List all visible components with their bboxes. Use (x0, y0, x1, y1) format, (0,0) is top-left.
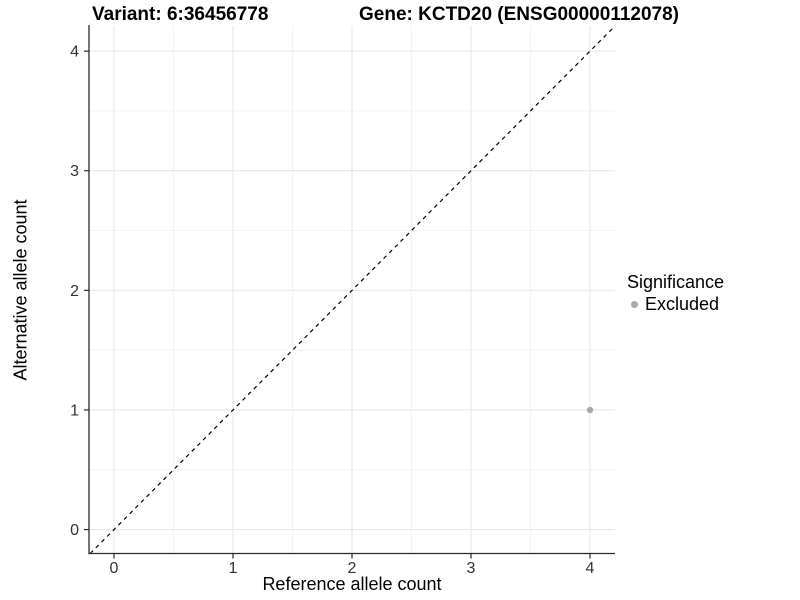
plot-title-gene: Gene: KCTD20 (ENSG00000112078) (359, 4, 679, 25)
x-tick-label: 2 (348, 560, 357, 577)
x-axis-title: Reference allele count (262, 574, 442, 594)
legend-item-label: Excluded (645, 294, 720, 314)
legend-title: Significance (627, 272, 725, 292)
x-tick-label: 3 (467, 560, 476, 577)
y-tick-label: 1 (70, 402, 79, 419)
legend-key-dot-icon (631, 300, 638, 308)
x-tick-label: 4 (586, 560, 595, 577)
y-tick-label: 0 (70, 522, 79, 539)
y-tick-label: 2 (70, 283, 79, 300)
data-point (586, 406, 594, 414)
y-tick-label: 3 (70, 163, 79, 180)
x-tick-label: 1 (229, 560, 238, 577)
x-tick-label: 0 (110, 560, 119, 577)
plot-title-variant: Variant: 6:36456778 (92, 4, 269, 25)
identity-dashed-line (89, 25, 616, 554)
legend-item-excluded: Excluded (627, 293, 724, 315)
y-tick-label: 4 (70, 44, 79, 61)
legend: Significance Excluded (627, 271, 724, 315)
